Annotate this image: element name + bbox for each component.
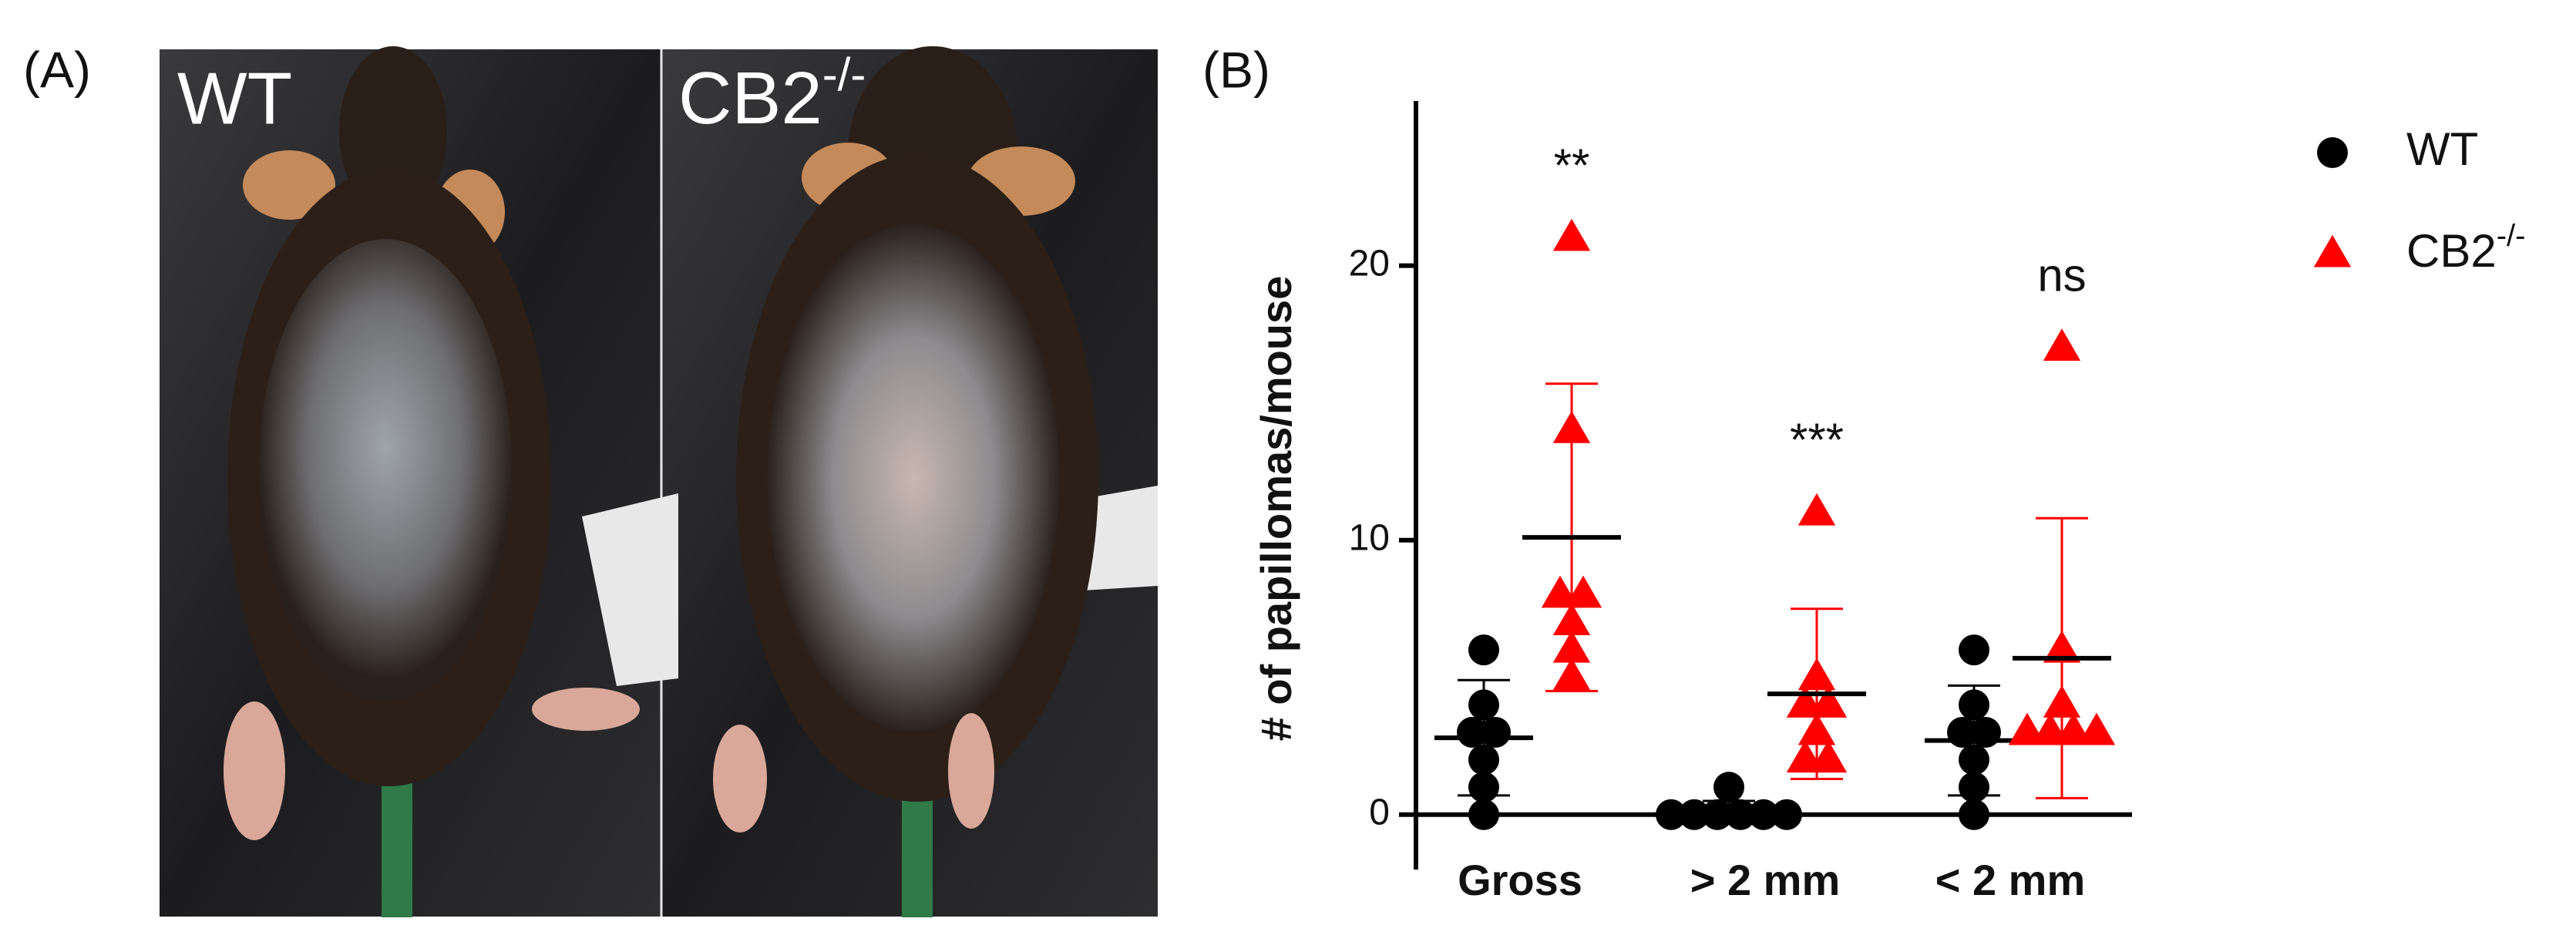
point [2043, 630, 2081, 663]
x-tick-label: < 2 mm [1935, 856, 2086, 904]
panel-label: (A) [23, 41, 91, 98]
chart: 0 10 20 # of papillomas/mouse Gross > 2 mm < 2… [1252, 101, 2525, 904]
legend-label: CB2-/- [2406, 219, 2525, 277]
photo-label: WT [177, 57, 292, 140]
point [1552, 658, 1591, 691]
point [1959, 634, 1989, 666]
point [1552, 410, 1591, 443]
point [1552, 218, 1591, 251]
point [1725, 799, 1756, 830]
point [1809, 685, 1848, 718]
y-tick-label: 20 [1349, 243, 1390, 284]
point [1797, 712, 1836, 745]
legend-marker [2317, 137, 2348, 168]
point [2043, 685, 2081, 718]
point [1552, 630, 1591, 663]
point [2077, 712, 2116, 745]
photo-label: CB2-/- [678, 49, 866, 140]
mouse-left [224, 46, 678, 917]
point [1713, 772, 1744, 803]
point [1797, 493, 1836, 526]
point [1552, 603, 1591, 636]
point [1468, 634, 1499, 666]
point [1468, 772, 1499, 803]
point [1959, 689, 1989, 721]
x-tick-label: Gross [1458, 856, 1582, 904]
point [1468, 799, 1499, 830]
legend-marker [2313, 234, 2352, 267]
y-axis-label: # of papillomas/mouse [1252, 276, 1300, 742]
significance-label: *** [1790, 414, 1844, 466]
point [1970, 716, 2001, 748]
y-tick-label: 10 [1349, 517, 1390, 558]
y-tick-label: 0 [1369, 792, 1390, 833]
point [1748, 799, 1779, 830]
legend-label: WT [2406, 123, 2478, 175]
panel-a: (A) WT CB2-/- [23, 41, 1158, 917]
point [1702, 799, 1733, 830]
significance-label: ns [2037, 249, 2086, 301]
point [1468, 689, 1499, 721]
x-tick-label: > 2 mm [1690, 856, 1841, 904]
point [1564, 575, 1602, 608]
point [1959, 772, 1989, 803]
mouse-right [713, 46, 1158, 917]
point [1679, 799, 1710, 830]
point [1797, 658, 1836, 691]
point [1480, 716, 1511, 748]
point [1809, 740, 1848, 773]
label-base: CB2 [678, 57, 822, 140]
point [1959, 799, 1989, 830]
label-sup: -/- [822, 49, 866, 100]
significance-label: ** [1554, 140, 1590, 191]
point [2043, 328, 2081, 361]
panel-label: (B) [1202, 41, 1270, 98]
point [1959, 744, 1989, 775]
point [1656, 799, 1687, 830]
point [1771, 799, 1802, 830]
point [1468, 744, 1499, 775]
